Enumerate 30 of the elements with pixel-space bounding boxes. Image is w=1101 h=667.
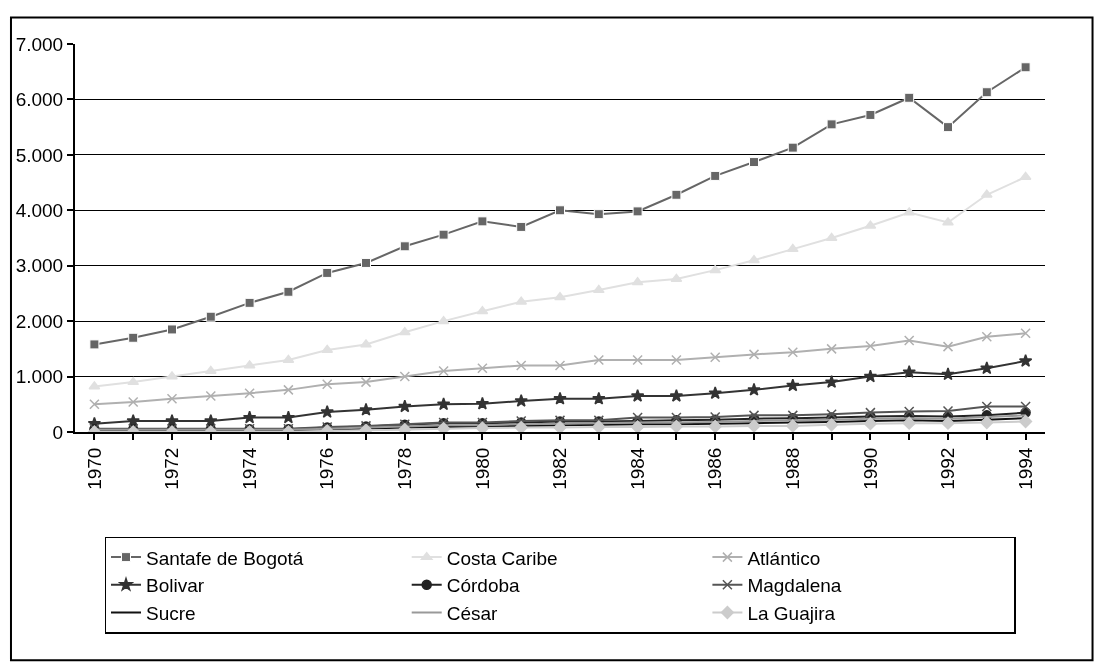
- y-tick-label: 4.000: [15, 199, 64, 221]
- legend-label: Santafe de Bogotá: [146, 547, 304, 569]
- legend-label: Bolivar: [146, 575, 205, 597]
- y-tick-label: 0: [52, 421, 64, 443]
- legend-label: César: [446, 602, 499, 624]
- legend-label: La Guajira: [747, 602, 836, 624]
- y-tick-label: 5.000: [15, 144, 64, 166]
- x-tick-label: 1990: [859, 447, 881, 490]
- x-tick-label: 1992: [937, 447, 959, 490]
- x-tick-label: 1988: [781, 447, 803, 490]
- x-tick-label: 1984: [626, 447, 648, 490]
- x-tick-label: 1976: [316, 447, 338, 490]
- x-tick-label: 1978: [393, 447, 415, 490]
- y-tick-label: 6.000: [15, 89, 64, 111]
- y-tick-label: 2.000: [15, 310, 64, 332]
- legend-label: Costa Caribe: [446, 547, 558, 569]
- legend-label: Córdoba: [446, 575, 521, 597]
- x-tick-label: 1980: [471, 447, 493, 490]
- x-tick-label: 1986: [704, 447, 726, 490]
- legend-label: Magdalena: [747, 575, 842, 597]
- legend-label: Sucre: [146, 602, 196, 624]
- x-tick-label: 1972: [161, 447, 183, 490]
- x-tick-label: 1994: [1014, 447, 1036, 490]
- x-tick-label: 1982: [549, 447, 571, 490]
- x-tick-label: 1974: [238, 447, 260, 490]
- y-tick-label: 1.000: [15, 366, 64, 388]
- legend-label: Atlántico: [747, 547, 821, 569]
- y-tick-label: 7.000: [15, 33, 64, 55]
- x-tick-label: 1970: [83, 447, 105, 490]
- y-tick-label: 3.000: [15, 255, 64, 277]
